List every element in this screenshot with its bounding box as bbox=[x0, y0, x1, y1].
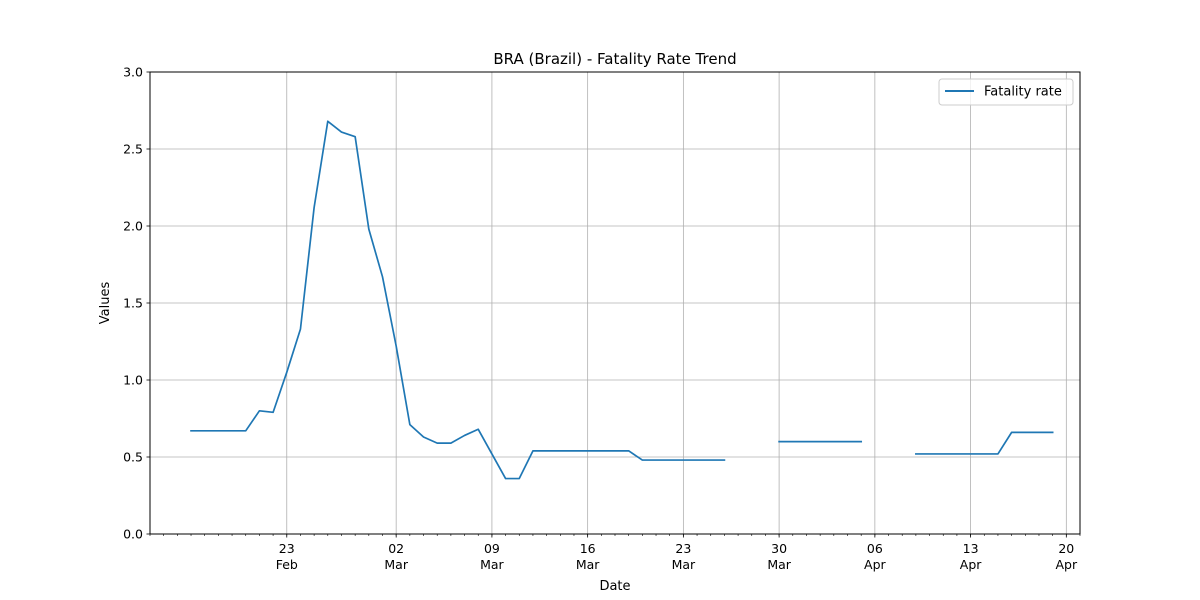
x-tick-label-day: 23 bbox=[675, 541, 691, 556]
data-point bbox=[642, 459, 644, 461]
x-tick-label-month: Mar bbox=[384, 557, 408, 572]
data-point bbox=[300, 328, 302, 330]
x-tick-label-month: Mar bbox=[767, 557, 791, 572]
data-point bbox=[710, 459, 712, 461]
x-tick-label-day: 06 bbox=[867, 541, 883, 556]
y-tick-label: 1.0 bbox=[123, 373, 143, 388]
data-point bbox=[628, 450, 630, 452]
data-point bbox=[669, 459, 671, 461]
data-point bbox=[1024, 432, 1026, 434]
data-point bbox=[231, 430, 233, 432]
data-point bbox=[204, 430, 206, 432]
x-tick-label-day: 20 bbox=[1058, 541, 1074, 556]
x-tick-label-day: 23 bbox=[279, 541, 295, 556]
data-point bbox=[915, 453, 917, 455]
data-point bbox=[1038, 432, 1040, 434]
data-point bbox=[696, 459, 698, 461]
data-point bbox=[491, 453, 493, 455]
y-tick-label: 2.0 bbox=[123, 219, 143, 234]
legend: Fatality rate bbox=[938, 78, 1074, 106]
data-point bbox=[532, 450, 534, 452]
grid-lines bbox=[150, 71, 1080, 535]
data-point bbox=[573, 450, 575, 452]
data-point bbox=[792, 441, 794, 443]
data-point bbox=[970, 453, 972, 455]
x-tick-label-month: Mar bbox=[672, 557, 696, 572]
data-point bbox=[860, 441, 862, 443]
data-point bbox=[1011, 432, 1013, 434]
data-point bbox=[997, 453, 999, 455]
data-point bbox=[724, 459, 726, 461]
data-point bbox=[518, 478, 520, 480]
data-point bbox=[587, 450, 589, 452]
x-tick-label-month: Apr bbox=[864, 557, 886, 572]
data-point bbox=[683, 459, 685, 461]
data-point bbox=[272, 412, 274, 414]
x-tick-label-day: 16 bbox=[580, 541, 596, 556]
y-axis-title: Values bbox=[98, 282, 113, 325]
x-tick-label-month: Mar bbox=[480, 557, 504, 572]
data-point bbox=[218, 430, 220, 432]
data-point bbox=[929, 453, 931, 455]
data-point bbox=[423, 436, 425, 438]
y-tick-label: 2.5 bbox=[123, 142, 143, 157]
data-point bbox=[464, 435, 466, 437]
data-point bbox=[778, 441, 780, 443]
y-tick-label: 3.0 bbox=[123, 65, 143, 80]
data-point bbox=[819, 441, 821, 443]
series-lines bbox=[190, 120, 1054, 480]
data-point bbox=[341, 131, 343, 133]
data-point bbox=[546, 450, 548, 452]
data-point bbox=[395, 345, 397, 347]
data-point bbox=[409, 424, 411, 426]
x-axis-title: Date bbox=[599, 579, 630, 594]
x-tick-label-day: 13 bbox=[963, 541, 979, 556]
data-point bbox=[382, 276, 384, 278]
data-point bbox=[259, 410, 261, 412]
data-point bbox=[245, 430, 247, 432]
data-point bbox=[1052, 432, 1054, 434]
axis-ticks: 0.00.51.01.52.02.53.023Feb02Mar09Mar16Ma… bbox=[123, 65, 1081, 572]
series-line-fatality-rate bbox=[915, 431, 1054, 455]
legend-box bbox=[938, 78, 1074, 106]
data-point bbox=[505, 478, 507, 480]
data-point bbox=[436, 442, 438, 444]
series-line-fatality-rate bbox=[190, 120, 726, 480]
x-tick-label-day: 09 bbox=[484, 541, 500, 556]
x-tick-label-month: Apr bbox=[1056, 557, 1078, 572]
data-point bbox=[354, 136, 356, 138]
data-point bbox=[286, 372, 288, 374]
data-point bbox=[983, 453, 985, 455]
y-tick-label: 1.5 bbox=[123, 296, 143, 311]
data-point bbox=[190, 430, 192, 432]
data-point bbox=[847, 441, 849, 443]
data-point bbox=[655, 459, 657, 461]
y-tick-label: 0.5 bbox=[123, 450, 143, 465]
chart-title: BRA (Brazil) - Fatality Rate Trend bbox=[493, 50, 736, 68]
data-point bbox=[614, 450, 616, 452]
data-point bbox=[942, 453, 944, 455]
data-point bbox=[368, 228, 370, 230]
data-point bbox=[833, 441, 835, 443]
data-point bbox=[327, 120, 329, 122]
x-tick-label-day: 02 bbox=[388, 541, 404, 556]
x-tick-label-month: Mar bbox=[576, 557, 600, 572]
x-tick-label-day: 30 bbox=[771, 541, 787, 556]
x-tick-label-month: Feb bbox=[276, 557, 298, 572]
data-point bbox=[806, 441, 808, 443]
data-point bbox=[956, 453, 958, 455]
x-tick-label-month: Apr bbox=[960, 557, 982, 572]
data-point bbox=[450, 442, 452, 444]
data-point bbox=[313, 207, 315, 209]
legend-label: Fatality rate bbox=[984, 85, 1062, 100]
y-tick-label: 0.0 bbox=[123, 527, 143, 542]
data-point bbox=[477, 428, 479, 430]
data-point bbox=[601, 450, 603, 452]
data-point bbox=[559, 450, 561, 452]
